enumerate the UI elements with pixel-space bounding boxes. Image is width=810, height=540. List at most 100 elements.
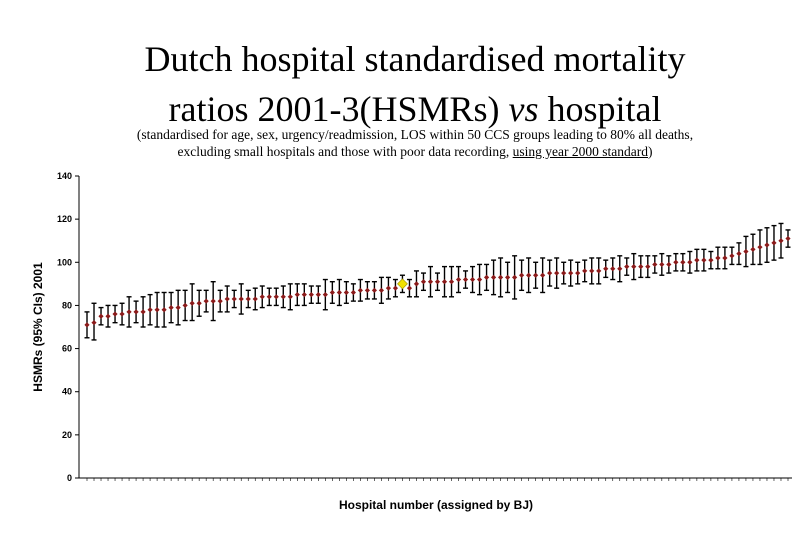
data-point [736,251,742,257]
chart-subtitle: (standardised for age, sex, urgency/read… [90,126,740,160]
data-point [701,257,707,263]
data-point [448,279,455,285]
data-point [301,292,307,298]
data-point [596,268,602,274]
data-point [659,261,665,268]
subtitle-line-2c: ) [648,144,653,159]
data-point [196,300,202,306]
data-point [687,259,693,265]
subtitle-line-1: (standardised for age, sex, urgency/read… [136,127,694,142]
data-point [427,279,434,285]
data-point [168,304,174,311]
data-point [392,285,399,291]
data-point [469,276,476,283]
y-tick-label: 0 [67,473,72,483]
data-point [743,248,749,255]
data-point [119,311,125,317]
data-point [547,270,553,276]
data-point [610,266,616,272]
data-point [280,294,286,300]
data-point [371,287,378,293]
data-point [245,296,251,302]
data-point [378,287,385,293]
data-point [785,235,791,242]
data-point [406,285,413,291]
data-point [764,242,770,248]
data-point [771,240,777,246]
data-point [364,287,370,293]
y-tick-label: 40 [62,387,72,397]
data-point [561,270,567,276]
data-point [694,257,700,263]
y-tick-label: 20 [62,430,72,440]
data-point [336,289,342,296]
data-point [476,276,483,283]
data-point [182,302,188,309]
data-point [224,296,230,302]
data-point [505,274,511,280]
data-point [490,274,497,280]
data-point [554,270,560,276]
data-point [483,274,490,280]
subtitle-line-2b: using year 2000 standard [512,144,649,159]
data-point [294,292,300,298]
data-point [441,279,448,285]
title-line-1: Dutch hospital standardised mortality [144,39,686,79]
data-point [91,320,97,326]
data-point [259,294,265,300]
y-axis-title: HSMRs (95% CIs) 2001 [31,262,45,392]
x-axis-ticks [86,478,789,481]
data-point [343,289,349,296]
y-tick-label: 60 [62,344,72,354]
data-point [652,261,658,268]
data-point [512,274,518,280]
data-point [462,276,469,283]
data-point [638,264,644,270]
data-point [603,266,609,272]
data-point [434,279,441,285]
y-axis-ticks: 0 20 40 60 80 100 120 140 [57,171,79,483]
data-point [631,264,637,270]
data-point [575,270,581,276]
data-point [287,294,293,300]
data-point [673,259,679,265]
data-point [455,276,462,283]
y-tick-label: 120 [57,214,72,224]
data-point [203,298,209,304]
data-point [189,300,195,306]
x-axis-title: Hospital number (assigned by BJ) [339,498,533,512]
data-point [519,272,525,278]
data-point [231,296,237,302]
data-point [273,294,279,300]
data-point [533,272,539,278]
data-point [715,255,721,261]
title-line-2a: ratios 2001-3(HSMRs) [168,89,509,129]
data-point [266,294,272,300]
data-point [133,309,139,315]
data-point [98,313,104,319]
data-point [84,322,90,328]
data-point [582,268,588,274]
data-point [350,289,356,296]
data-point [385,285,392,291]
y-tick-label: 140 [57,171,72,181]
data-point [308,292,314,298]
title-line-2b: vs [508,89,539,129]
data-point [126,309,132,315]
data-point [757,244,763,250]
data-point [112,311,118,317]
data-point [624,264,630,270]
data-point [329,289,335,296]
data-point [161,307,167,313]
data-point [175,304,181,311]
data-point [526,272,532,278]
data-point [729,253,735,259]
data-point [140,309,146,315]
data-point [666,261,672,268]
data-point [315,292,321,298]
data-points [84,235,791,328]
y-tick-label: 80 [62,300,72,310]
subtitle-line-2a: excluding small hospitals and those with… [177,144,513,159]
data-point [420,279,427,285]
